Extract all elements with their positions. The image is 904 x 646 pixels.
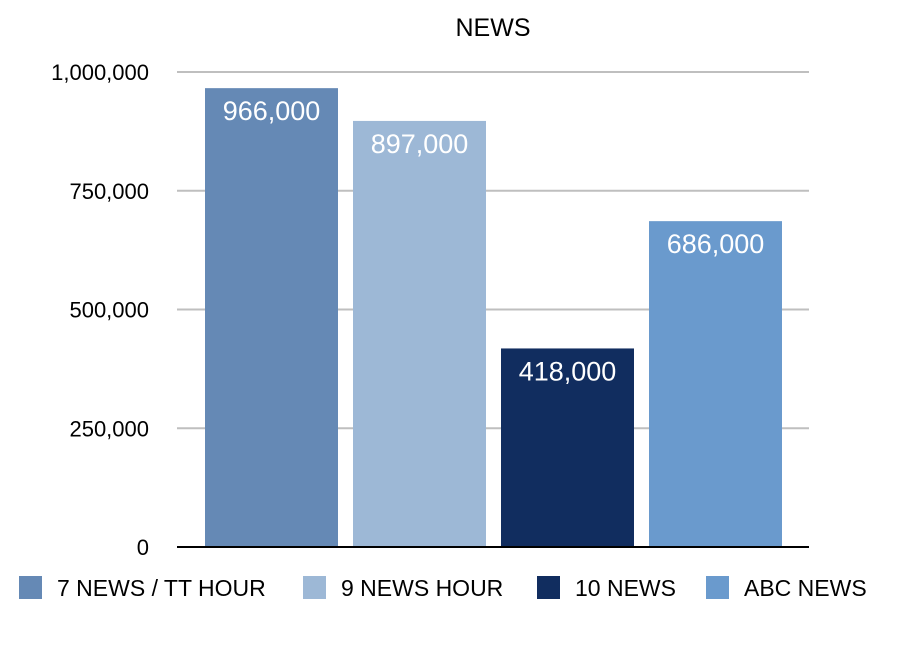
chart-title: NEWS [456, 14, 531, 42]
y-tick-label: 0 [137, 535, 149, 560]
legend: 7 NEWS / TT HOUR 9 NEWS HOUR 10 NEWS ABC NE… [19, 575, 867, 601]
bar-value-label: 897,000 [371, 129, 469, 159]
bar [649, 221, 782, 547]
y-tick-label: 1,000,000 [51, 60, 149, 85]
legend-item: 9 NEWS HOUR [303, 575, 503, 601]
y-tick-label: 750,000 [69, 179, 149, 204]
bar [501, 348, 634, 547]
bar-value-label: 418,000 [519, 356, 617, 386]
legend-swatch [706, 576, 729, 599]
legend-item: ABC NEWS [706, 575, 867, 601]
y-tick-label: 250,000 [69, 416, 149, 441]
bar-value-label: 966,000 [223, 96, 321, 126]
legend-item: 7 NEWS / TT HOUR [19, 575, 266, 601]
legend-swatch [537, 576, 560, 599]
legend-label: 9 NEWS HOUR [341, 575, 503, 601]
legend-label: 7 NEWS / TT HOUR [57, 575, 266, 601]
bars [205, 88, 782, 548]
y-axis-ticks: 0 250,000 500,000 750,000 1,000,000 [51, 60, 149, 560]
legend-label: 10 NEWS [575, 575, 676, 601]
bar-value-labels: 966,000 897,000 418,000 686,000 [223, 96, 765, 386]
legend-label: ABC NEWS [744, 575, 867, 601]
legend-swatch [303, 576, 326, 599]
bar [353, 120, 486, 548]
bar-value-label: 686,000 [667, 229, 765, 259]
y-tick-label: 500,000 [69, 298, 149, 323]
legend-swatch [19, 576, 42, 599]
bar [205, 88, 338, 548]
legend-item: 10 NEWS [537, 575, 676, 601]
